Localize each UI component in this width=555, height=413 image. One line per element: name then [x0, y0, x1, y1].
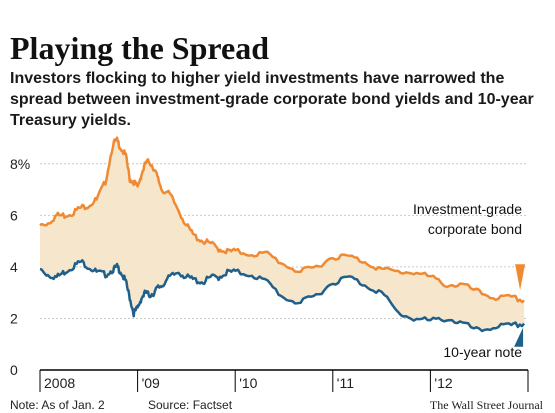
y-tick-label: 8% — [10, 156, 30, 172]
pointer-10-year-note — [514, 327, 524, 347]
series-line-10-year-note — [39, 259, 526, 333]
spread-area — [40, 137, 525, 331]
annotation-10-year-note: 10-year note — [443, 344, 522, 360]
chart-title: Playing the Spread — [10, 30, 269, 66]
series-line-corporate-bond — [39, 136, 525, 304]
y-tick-label: 4 — [10, 259, 18, 275]
x-tick-label: '12 — [434, 375, 452, 391]
y-tick-label: 0 — [10, 362, 18, 378]
footnote: Note: As of Jan. 2 — [10, 398, 105, 412]
pointer-corporate-bond — [515, 264, 526, 291]
y-tick-label: 2 — [10, 310, 18, 326]
y-tick-label: 6 — [10, 207, 18, 223]
publisher-credit: The Wall Street Journal — [429, 398, 543, 412]
annotation-corporate-bond: Investment-grade — [413, 201, 522, 217]
x-tick-label: '09 — [142, 375, 160, 391]
annotation-corporate-bond: corporate bond — [428, 221, 522, 237]
chart-subtitle: Investors flocking to higher yield inves… — [10, 70, 534, 129]
x-tick-label: '11 — [337, 375, 354, 391]
x-tick-label: '10 — [239, 375, 257, 391]
source-note: Source: Factset — [148, 398, 233, 412]
x-tick-label: 2008 — [44, 375, 75, 391]
